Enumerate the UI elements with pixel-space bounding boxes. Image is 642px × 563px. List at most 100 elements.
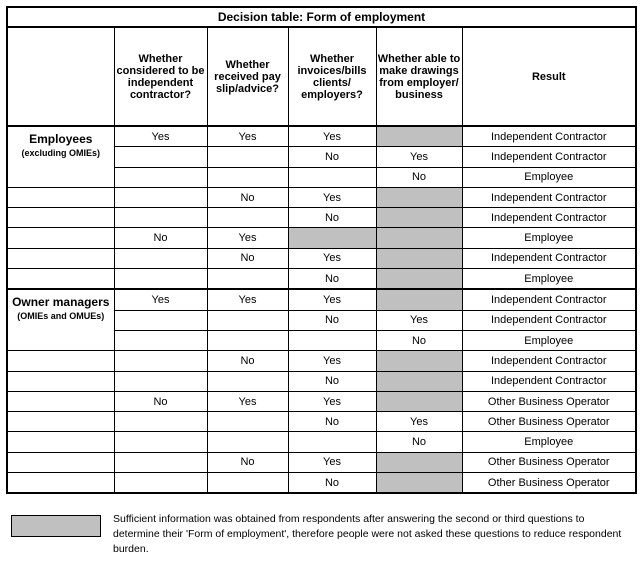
group-label: Employees (excluding OMIEs) [6,125,115,188]
header-pay-slip: Whether received pay slip/advice? [206,26,289,127]
answer-cell: Yes [287,288,377,311]
answer-cell: No [287,146,377,168]
not-asked-cell [375,350,463,372]
answer-cell [113,411,208,433]
answer-cell: Yes [113,125,208,148]
answer-cell [206,431,289,453]
group-label-empty [6,370,115,392]
result-cell: Other Business Operator [461,472,637,494]
answer-cell: Yes [375,309,463,331]
answer-cell [206,268,289,290]
result-cell: Independent Contractor [461,247,637,270]
table-row: Employees (excluding OMIEs) Yes Yes Yes Indep… [6,125,637,188]
table-row: No Yes Other Business Operator [6,411,637,433]
result-cell: Independent Contractor [461,350,637,372]
table-row: No Other Business Operator [6,472,637,494]
legend-text: Sufficient information was obtained from… [113,513,622,555]
result-cell: Independent Contractor [461,186,637,209]
answer-cell: Yes [206,125,289,148]
not-asked-cell [375,186,463,209]
answer-cell: Yes [206,390,289,413]
not-asked-cell [375,125,463,148]
answer-cell [113,370,208,392]
not-asked-cell [375,370,463,392]
answer-cell [206,207,289,229]
answer-cell [206,166,289,188]
answer-cell [206,329,289,352]
legend-swatch [11,515,101,537]
group-label-empty [6,247,115,270]
result-cell: Other Business Operator [461,451,637,474]
group-label-empty [6,227,115,249]
result-cell: Employee [461,227,637,249]
answer-cell [113,186,208,209]
table-row: No Yes Independent Contractor [6,186,637,209]
header-invoices: Whether invoices/bills clients/ employer… [287,26,377,127]
answer-cell: Yes [113,288,208,311]
answer-cell: No [206,451,289,474]
result-cell: Independent Contractor [461,309,637,331]
answer-cell [113,207,208,229]
answer-cell [287,431,377,453]
table-row: No Employee [6,431,637,453]
answer-cell [206,309,289,331]
answer-cell: Yes [287,390,377,413]
answer-cell [113,431,208,453]
result-cell: Employee [461,268,637,290]
answer-cell [113,247,208,270]
answer-cell [287,166,377,188]
group-label-empty [6,390,115,413]
answer-cell: No [287,268,377,290]
answer-cell: No [375,166,463,188]
group-title: Employees [29,132,93,146]
answer-cell: No [375,329,463,352]
answer-cell [287,329,377,352]
table-row: No Yes Employee [6,227,637,249]
group-label: Owner managers (OMIEs and OMUEs) [6,288,115,352]
answer-cell: Yes [375,411,463,433]
answer-cell: Yes [206,227,289,249]
table-row: No Independent Contractor [6,207,637,229]
table-title: Decision table: Form of employment [6,6,637,28]
not-asked-cell [375,207,463,229]
header-independent-contractor: Whether considered to be independent con… [113,26,208,127]
header-result: Result [461,26,637,127]
group-label-empty [6,207,115,229]
table-row: No Yes Independent Contractor [6,247,637,270]
table-row: No Yes Other Business Operator [6,451,637,474]
answer-cell [113,472,208,494]
table-row: No Yes Yes Other Business Operator [6,390,637,413]
table-row: No Yes Independent Contractor [7,146,637,168]
answer-cell: No [287,472,377,494]
result-cell: Independent Contractor [461,207,637,229]
group-label-empty [6,268,115,290]
not-asked-cell [375,288,463,311]
answer-cell [113,329,208,352]
table-row: No Independent Contractor [6,370,637,392]
group-label-empty [6,186,115,209]
result-cell: Employee [461,166,637,188]
header-drawings: Whether able to make drawings from emplo… [375,26,463,127]
answer-cell [113,146,208,168]
answer-cell: Yes [375,146,463,168]
not-asked-cell [375,268,463,290]
result-cell: Other Business Operator [461,411,637,433]
table-row: No Employee [7,166,637,188]
table-row: No Employee [6,268,637,290]
result-cell: Other Business Operator [461,390,637,413]
not-asked-cell [375,227,463,249]
group-label-empty [6,431,115,453]
answer-cell [206,472,289,494]
not-asked-cell [375,472,463,494]
result-cell: Independent Contractor [461,146,637,168]
result-cell: Employee [461,329,637,352]
answer-cell [113,166,208,188]
group-label-empty [6,451,115,474]
answer-cell: Yes [206,288,289,311]
answer-cell: No [113,227,208,249]
answer-cell: No [113,390,208,413]
table-row: Owner managers (OMIEs and OMUEs) Yes Yes Yes… [6,288,637,352]
answer-cell: Yes [287,186,377,209]
result-cell: Employee [461,431,637,453]
answer-cell: Yes [287,125,377,148]
